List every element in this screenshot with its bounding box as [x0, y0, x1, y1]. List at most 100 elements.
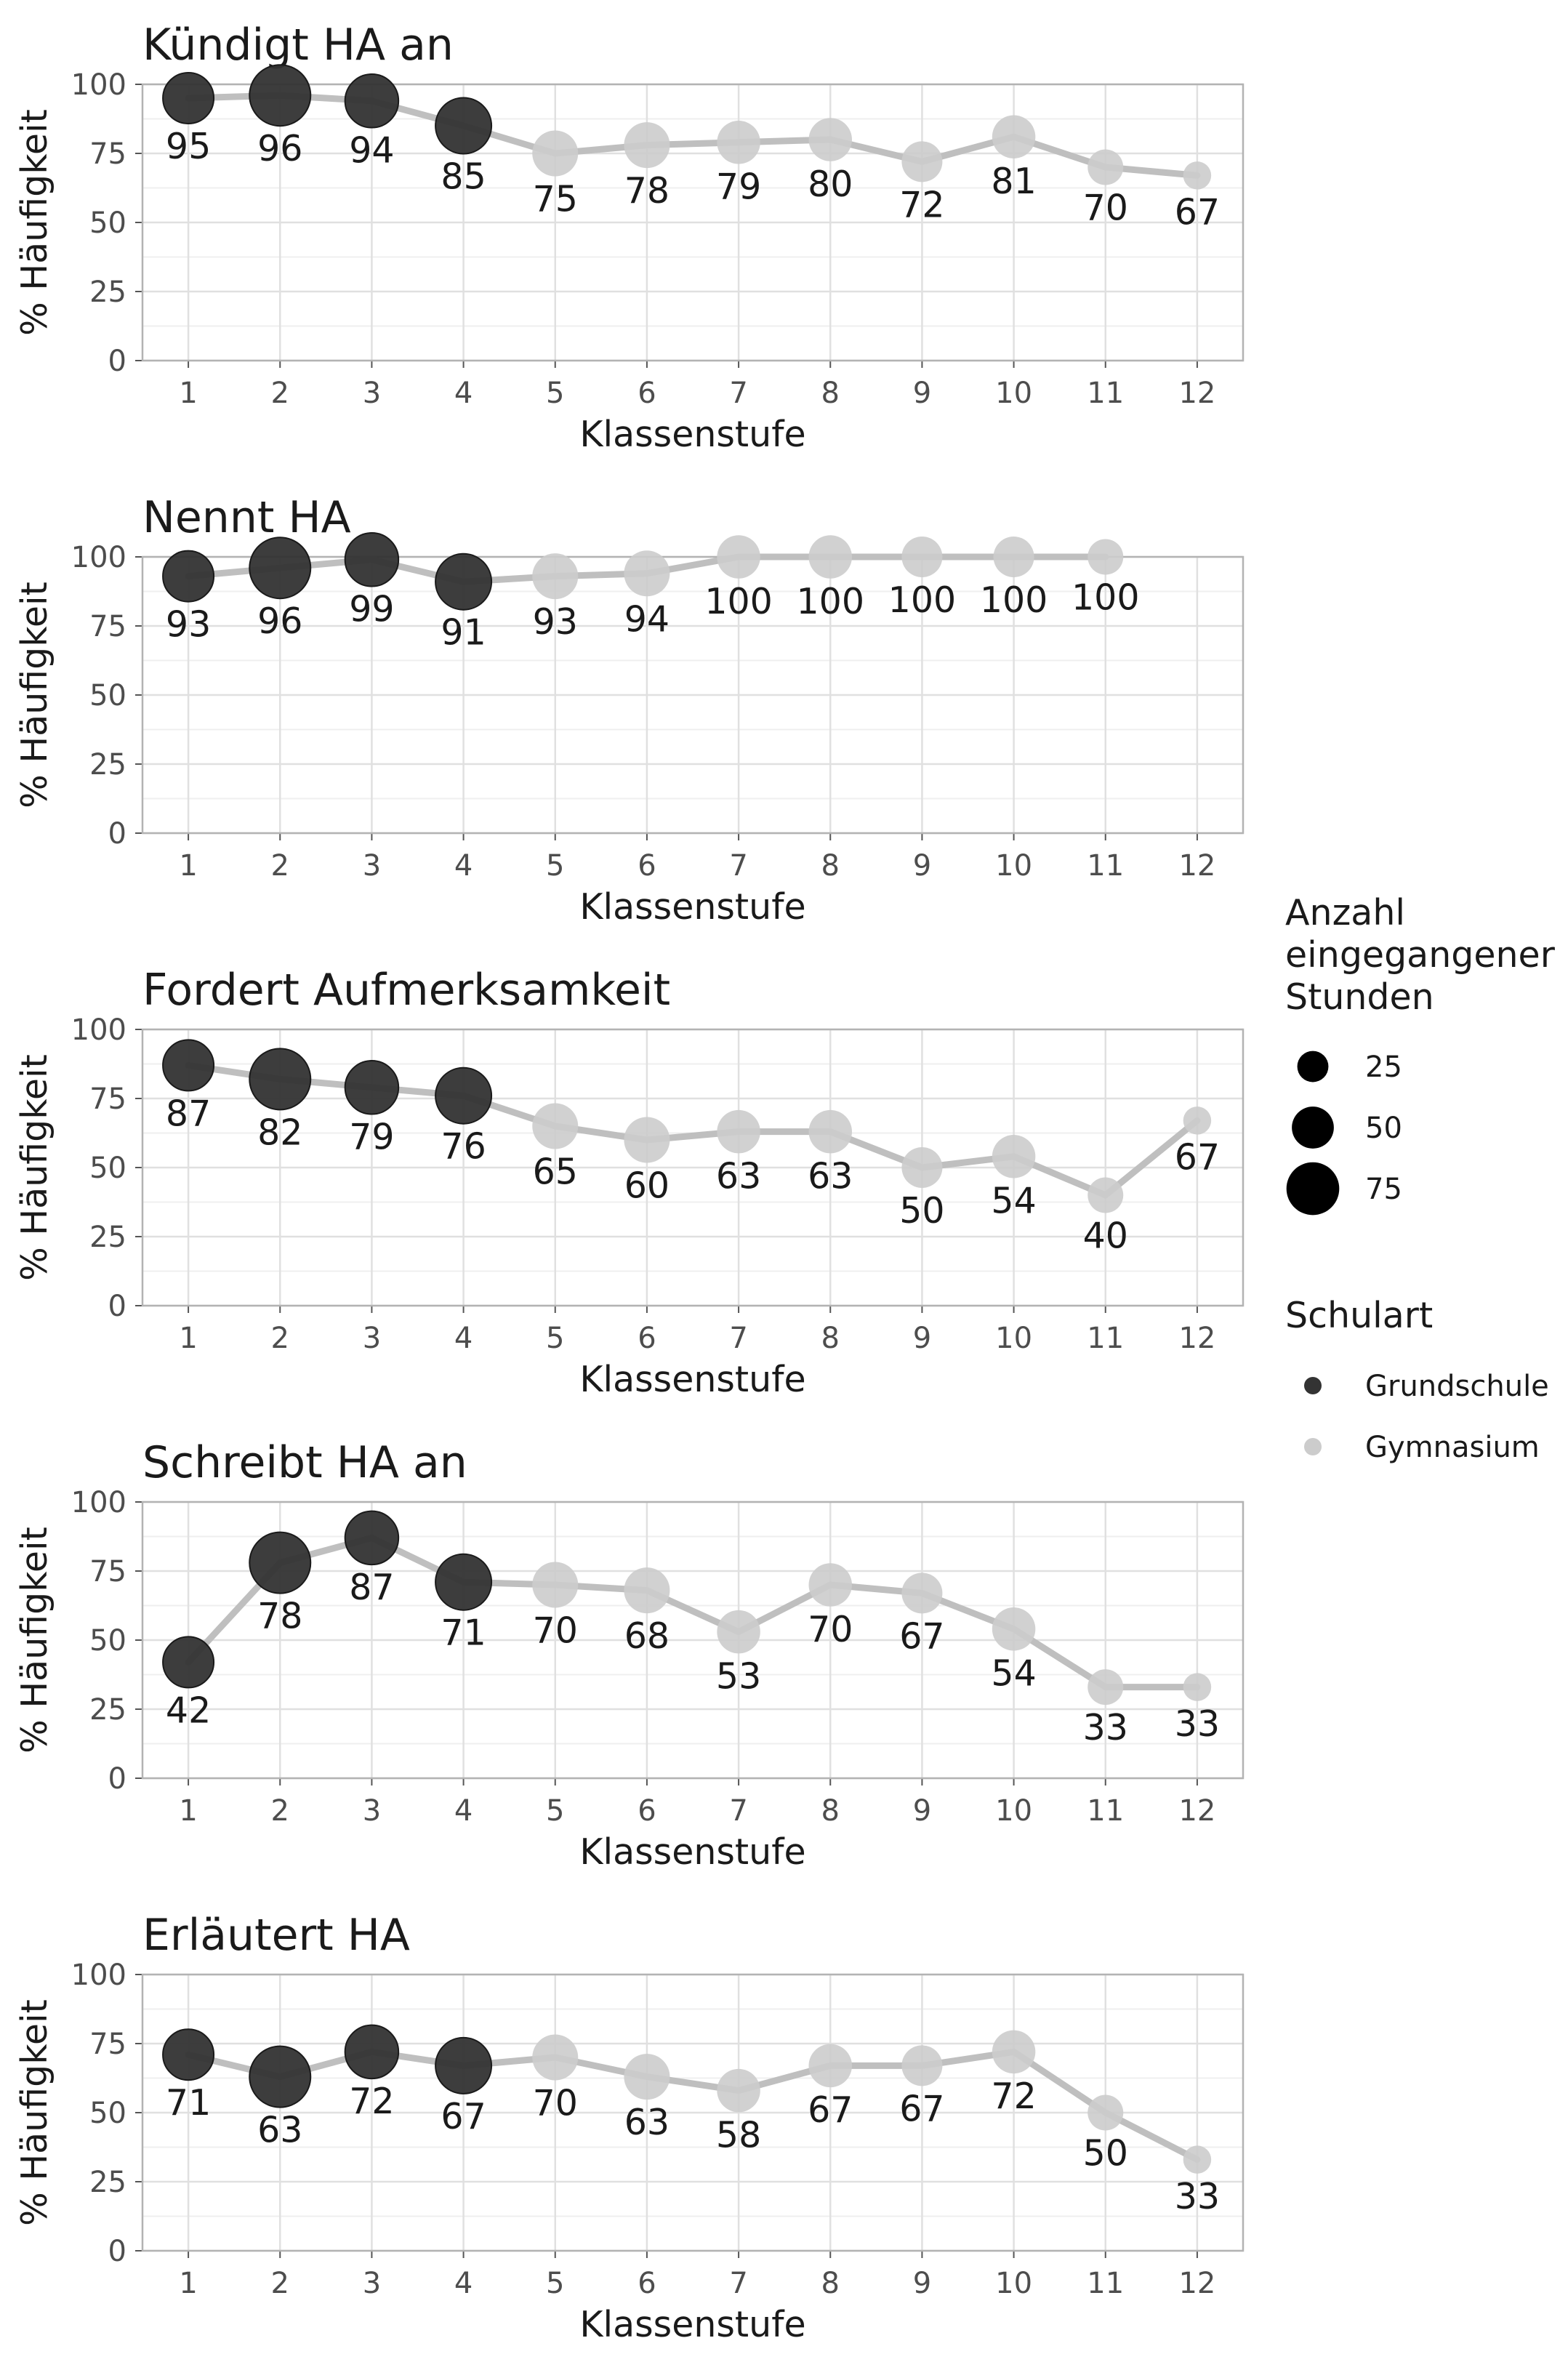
x-tick-label: 10: [995, 849, 1032, 883]
data-label: 100: [796, 581, 864, 622]
data-point: [435, 553, 493, 611]
x-tick-label: 12: [1178, 849, 1215, 883]
data-point: [344, 73, 400, 129]
y-tick-label: 75: [89, 2028, 126, 2061]
x-tick-label: 12: [1178, 2267, 1215, 2300]
data-point: [344, 1060, 400, 1115]
data-label: 79: [349, 1117, 394, 1158]
x-tick-label: 4: [454, 1322, 473, 1355]
data-label: 67: [1175, 1137, 1220, 1178]
data-label: 67: [899, 1615, 944, 1657]
y-axis-label: % Häufigkeit: [14, 1054, 55, 1281]
x-tick-label: 9: [913, 1322, 931, 1355]
x-tick-label: 5: [546, 377, 564, 410]
panel-title: Schreibt HA an: [142, 1437, 467, 1488]
data-point: [162, 72, 215, 124]
panel-border: [141, 1501, 1245, 1780]
data-point: [532, 553, 579, 600]
data-label: 80: [808, 164, 853, 205]
y-tick-label: 25: [89, 1221, 126, 1254]
data-point: [808, 535, 852, 579]
data-point: [1183, 161, 1212, 190]
x-axis-label: Klassenstufe: [579, 1831, 805, 1873]
data-label: 72: [991, 2076, 1036, 2117]
data-point: [162, 2028, 215, 2081]
y-tick-label: 0: [108, 2235, 126, 2268]
data-label: 70: [533, 2083, 578, 2124]
y-tick-label: 25: [89, 2166, 126, 2199]
data-label: 99: [349, 589, 394, 630]
data-label: 42: [166, 1690, 211, 1731]
data-point: [249, 2045, 312, 2108]
data-label: 40: [1083, 1216, 1128, 1257]
x-tick-label: 3: [363, 1322, 381, 1355]
data-point: [624, 1117, 670, 1163]
data-label: 93: [166, 604, 211, 646]
data-label: 63: [624, 2102, 670, 2143]
series-line: [185, 1534, 1201, 1691]
data-point: [717, 1610, 760, 1654]
x-tick-label: 9: [913, 849, 931, 883]
x-tick-label: 2: [271, 1322, 289, 1355]
data-point: [1183, 2145, 1212, 2174]
series-line: [185, 1061, 1201, 1199]
panel-border: [141, 1028, 1245, 1307]
color-legend-key: [1304, 1377, 1322, 1394]
data-point: [1087, 1669, 1124, 1706]
data-label: 96: [257, 128, 302, 169]
data-point: [624, 550, 670, 597]
x-axis-label: Klassenstufe: [579, 414, 805, 455]
data-point: [1087, 2094, 1124, 2131]
y-axis-label: % Häufigkeit: [14, 1527, 55, 1754]
data-point: [624, 122, 670, 169]
series-line: [185, 92, 1201, 179]
x-tick-label: 1: [179, 849, 197, 883]
data-label: 33: [1175, 2176, 1220, 2217]
data-point: [717, 1109, 760, 1154]
y-tick-label: 50: [89, 206, 126, 240]
x-tick-label: 4: [454, 1794, 473, 1828]
data-point: [717, 2068, 760, 2113]
x-tick-label: 1: [179, 377, 197, 410]
color-legend-title: Schulart: [1285, 1295, 1433, 1336]
x-tick-label: 5: [546, 849, 564, 883]
data-label: 95: [166, 126, 211, 167]
x-axis-label: Klassenstufe: [579, 2304, 805, 2345]
y-tick-label: 25: [89, 276, 126, 309]
data-point: [344, 2024, 400, 2080]
panel-border: [141, 555, 1245, 835]
data-point: [1087, 1177, 1124, 1213]
data-point: [1087, 149, 1124, 185]
y-tick-label: 75: [89, 1555, 126, 1588]
data-point: [344, 532, 400, 587]
x-tick-label: 6: [638, 1794, 656, 1828]
x-tick-label: 9: [913, 1794, 931, 1828]
x-tick-label: 9: [913, 2267, 931, 2300]
y-tick-label: 100: [71, 1486, 126, 1519]
y-tick-label: 75: [89, 1082, 126, 1116]
data-label: 78: [257, 1596, 302, 1637]
data-point: [532, 1103, 579, 1149]
panel-border: [141, 1973, 1245, 2252]
data-point: [532, 2034, 579, 2081]
data-label: 65: [533, 1152, 578, 1193]
x-tick-label: 1: [179, 2267, 197, 2300]
data-label: 54: [991, 1653, 1036, 1695]
x-tick-label: 8: [821, 1794, 840, 1828]
size-legend-key: [1286, 1162, 1340, 1216]
data-point: [249, 64, 312, 127]
data-label: 67: [899, 2088, 944, 2129]
x-tick-label: 5: [546, 2267, 564, 2300]
y-tick-label: 25: [89, 1693, 126, 1727]
y-tick-label: 50: [89, 679, 126, 712]
data-label: 87: [349, 1567, 394, 1608]
panel-title: Kündigt HA an: [142, 20, 454, 71]
data-label: 50: [899, 1190, 944, 1232]
x-tick-label: 11: [1087, 1794, 1124, 1828]
data-label: 96: [257, 600, 302, 642]
x-tick-label: 11: [1087, 849, 1124, 883]
data-label: 58: [716, 2114, 761, 2156]
